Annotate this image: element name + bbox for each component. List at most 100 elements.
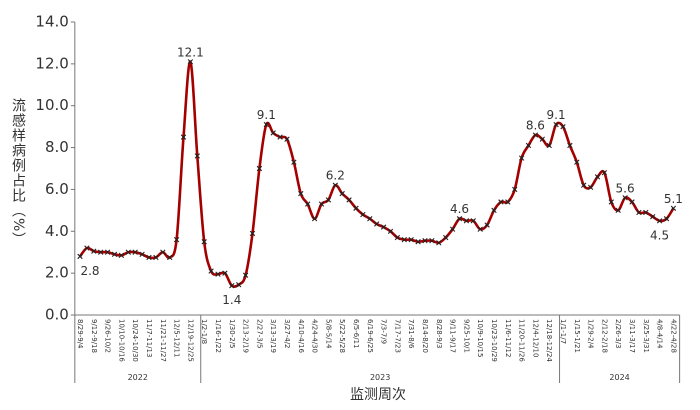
point-marker xyxy=(167,254,173,261)
point-marker xyxy=(615,207,621,214)
point-marker xyxy=(208,268,214,274)
x-tick-label: 8/28-9/3 xyxy=(435,319,443,349)
x-tick-label: 10/10-10/16 xyxy=(117,319,125,362)
point-marker xyxy=(77,253,83,260)
point-marker xyxy=(139,251,145,257)
point-marker xyxy=(229,283,235,289)
point-marker xyxy=(222,270,228,276)
point-marker xyxy=(394,234,401,241)
x-tick-label: 3/25-3/31 xyxy=(642,319,650,353)
point-marker xyxy=(270,130,276,136)
point-marker xyxy=(318,201,325,207)
x-axis-label: 监测周次 xyxy=(350,387,406,403)
point-marker xyxy=(111,251,118,257)
x-tick-label: 11/20-11/26 xyxy=(518,319,526,362)
point-marker xyxy=(180,134,187,140)
group-label: 2024 xyxy=(609,373,629,382)
x-tick-label: 1/30-2/5 xyxy=(228,319,236,349)
point-marker xyxy=(146,254,152,261)
point-marker xyxy=(650,213,656,220)
point-marker xyxy=(215,271,221,277)
x-tick-label: 10/24-10/30 xyxy=(131,319,139,362)
point-marker xyxy=(560,123,566,130)
point-marker xyxy=(339,190,345,197)
point-marker xyxy=(367,216,373,222)
y-axis-label: 流感样病例占比（%） xyxy=(10,98,26,247)
x-tick-label: 12/4-12/10 xyxy=(531,319,539,357)
point-marker xyxy=(587,184,594,191)
x-tick-label: 1/29-2/4 xyxy=(587,319,595,349)
point-marker xyxy=(249,230,256,237)
series-line xyxy=(78,60,675,288)
point-marker xyxy=(236,281,242,288)
point-marker xyxy=(622,195,628,201)
x-tick-label: 4/22-4/28 xyxy=(669,319,677,353)
point-marker xyxy=(118,252,125,259)
x-tick-label: 5/8-5/14 xyxy=(324,319,332,349)
x-tick-label: 3/13-3/19 xyxy=(269,319,277,353)
point-marker xyxy=(601,169,608,176)
point-marker xyxy=(160,249,166,255)
data-label: 9.1 xyxy=(257,108,276,122)
x-tick-label: 11/6-11/12 xyxy=(504,319,512,357)
point-marker xyxy=(325,197,332,203)
point-marker xyxy=(525,142,532,149)
point-marker xyxy=(567,142,573,149)
x-tick-label: 9/11-9/17 xyxy=(449,319,457,353)
data-label: 5.6 xyxy=(616,181,635,195)
x-tick-label: 9/26-10/2 xyxy=(104,319,112,353)
data-label: 2.8 xyxy=(80,264,99,278)
point-marker xyxy=(512,186,518,193)
x-tick-label: 10/9-10/15 xyxy=(476,319,484,357)
x-tick-label: 7/31-8/6 xyxy=(407,319,415,349)
data-label: 4.5 xyxy=(650,228,669,242)
point-marker xyxy=(360,211,366,218)
point-marker xyxy=(581,182,587,188)
point-marker xyxy=(456,216,463,222)
point-marker xyxy=(629,199,635,205)
x-tick-label: 8/14-8/20 xyxy=(421,319,429,353)
point-marker xyxy=(498,199,504,205)
point-marker xyxy=(201,239,207,245)
point-marker xyxy=(518,155,525,161)
x-tick-label: 7/17-7/23 xyxy=(393,319,401,353)
point-marker xyxy=(387,228,394,234)
point-marker xyxy=(256,165,263,172)
point-marker xyxy=(263,121,269,128)
x-tick-label: 12/19-12/25 xyxy=(186,319,194,362)
point-marker xyxy=(484,222,490,228)
y-tick-label: 0.0 xyxy=(45,306,69,324)
x-tick-label: 4/24-4/30 xyxy=(311,319,319,353)
point-marker xyxy=(491,207,497,214)
data-label: 8.6 xyxy=(526,119,545,133)
data-label: 5.1 xyxy=(664,192,683,206)
x-tick-label: 5/22-5/28 xyxy=(338,319,346,353)
x-tick-label: 10/23-10/29 xyxy=(490,319,498,362)
point-marker xyxy=(332,182,338,188)
point-marker xyxy=(374,221,380,227)
point-marker xyxy=(104,249,111,255)
y-tick-label: 14.0 xyxy=(35,13,68,31)
point-marker xyxy=(194,153,200,159)
x-tick-label: 11/7-11/13 xyxy=(145,319,153,357)
point-marker xyxy=(380,224,387,230)
point-marker xyxy=(463,218,470,224)
x-tick-label: 6/19-6/25 xyxy=(366,319,374,353)
point-marker xyxy=(298,190,304,197)
point-marker xyxy=(353,205,359,211)
x-tick-label: 4/8-4/14 xyxy=(656,319,664,349)
point-marker xyxy=(546,142,552,149)
point-marker xyxy=(608,199,614,205)
point-marker xyxy=(670,205,677,211)
point-marker xyxy=(553,121,559,128)
point-marker xyxy=(173,236,180,243)
point-marker xyxy=(84,245,90,251)
group-label: 2022 xyxy=(128,373,148,382)
x-tick-label: 1/1-1/7 xyxy=(559,319,567,344)
point-marker xyxy=(98,249,104,255)
x-tick-label: 2/12-2/18 xyxy=(600,319,608,353)
x-tick-label: 8/29-9/4 xyxy=(76,319,84,349)
y-tick-label: 2.0 xyxy=(45,264,69,282)
x-tick-label: 1/2-1/8 xyxy=(200,319,208,344)
point-marker xyxy=(643,209,649,216)
